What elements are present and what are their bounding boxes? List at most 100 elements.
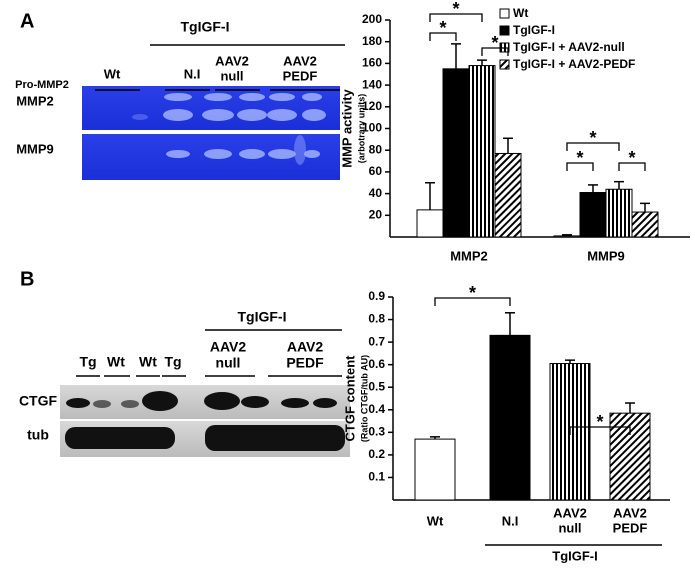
- significance: *: [452, 0, 459, 19]
- y-tick-label: 0.4: [368, 402, 385, 416]
- bracket: [569, 426, 631, 435]
- lane-label: Wt: [104, 66, 121, 81]
- lane-label: AAV2: [215, 53, 249, 68]
- significance: *: [439, 18, 446, 38]
- bracket: [429, 13, 483, 22]
- bracket: [481, 47, 509, 56]
- bar: [414, 438, 456, 501]
- bracket: [429, 32, 457, 41]
- y-tick-label: 160: [362, 56, 382, 70]
- y-tick-label: 0.8: [368, 312, 385, 326]
- x-tick-label: Wt: [427, 513, 444, 528]
- legend-label: TgIGF-I: [513, 23, 555, 37]
- significance: *: [469, 283, 476, 303]
- y-axis-label: MMP activity: [339, 88, 354, 167]
- bar: [494, 152, 522, 238]
- error-bar: [588, 184, 598, 193]
- significance: *: [628, 148, 635, 168]
- bracket: [434, 297, 511, 306]
- y-tick-label: 20: [369, 207, 383, 221]
- row-label: MMP2: [16, 93, 54, 108]
- bracket: [618, 162, 646, 171]
- error-bar: [625, 402, 635, 414]
- panel-label: B: [20, 268, 34, 290]
- error-bar: [425, 182, 435, 210]
- legend-label: Wt: [513, 6, 528, 20]
- row-label: MMP9: [16, 141, 54, 156]
- y-tick-label: 0.6: [368, 357, 385, 371]
- y-tick-label: 180: [362, 34, 382, 48]
- y-tick-label: 0.1: [368, 470, 385, 484]
- bar: [605, 188, 633, 238]
- y-tick-label: 100: [362, 121, 382, 135]
- significance: *: [596, 412, 603, 432]
- legend-label: TgIGF-I + AAV2-PEDF: [513, 57, 635, 71]
- bar: [553, 235, 581, 238]
- error-bar: [640, 202, 650, 213]
- gel-a: [82, 86, 340, 180]
- legend-swatch: [499, 59, 510, 70]
- x-tick-label: null: [558, 520, 581, 535]
- row-label: Pro-MMP2: [15, 79, 69, 91]
- lane-label: Tg: [79, 354, 96, 370]
- lane-label: AAV2: [283, 53, 317, 68]
- lane-label: Wt: [139, 354, 157, 370]
- lane-label: null: [216, 355, 241, 371]
- lane-label: N.I: [184, 66, 201, 81]
- x-tick-label: AAV2: [553, 505, 587, 520]
- lane-label: PEDF: [283, 68, 318, 83]
- lane-label: null: [220, 68, 243, 83]
- legend-swatch: [499, 8, 510, 19]
- significance: *: [576, 148, 583, 168]
- bar: [416, 209, 444, 238]
- y-tick-label: 0.2: [368, 447, 385, 461]
- x-tick-label: AAV2: [613, 505, 647, 520]
- film-b: [60, 385, 350, 457]
- row-label: tub: [27, 427, 49, 443]
- significance: *: [589, 128, 596, 148]
- panel-label: A: [20, 10, 34, 32]
- y-axis-sublabel: (Ratio CTGF/tub AU): [359, 355, 369, 442]
- error-bar: [503, 137, 513, 154]
- group-label: TgIGF-I: [238, 309, 287, 325]
- bar: [489, 334, 531, 501]
- x-tick-label: N.I: [502, 513, 519, 528]
- y-tick-label: 80: [369, 142, 383, 156]
- significance: *: [491, 33, 498, 53]
- y-tick-label: 0.7: [368, 334, 385, 348]
- y-tick-label: 0.3: [368, 425, 385, 439]
- bar: [631, 211, 659, 238]
- bar: [609, 412, 651, 501]
- y-tick-label: 40: [369, 186, 383, 200]
- error-bar: [505, 312, 515, 336]
- row-label: CTGF: [19, 393, 58, 409]
- bar: [442, 68, 470, 238]
- error-bar: [562, 234, 572, 236]
- error-bar: [430, 436, 440, 440]
- error-bar: [565, 359, 575, 364]
- bar: [579, 192, 607, 238]
- y-tick-label: 140: [362, 77, 382, 91]
- y-axis-sublabel: (arbotrary units): [356, 94, 366, 164]
- error-bar: [451, 43, 461, 69]
- y-tick-label: 120: [362, 99, 382, 113]
- bracket: [566, 142, 620, 151]
- lane-label: AAV2: [210, 339, 247, 355]
- x-tick-label: MMP9: [587, 248, 625, 263]
- y-tick-label: 60: [369, 164, 383, 178]
- lane-label: Tg: [164, 354, 181, 370]
- lane-label: PEDF: [286, 355, 324, 371]
- bracket: [566, 162, 594, 171]
- x-tick-label: MMP2: [450, 248, 488, 263]
- legend-label: TgIGF-I + AAV2-null: [513, 40, 625, 54]
- legend-swatch: [499, 25, 510, 36]
- x-tick-label: PEDF: [613, 520, 648, 535]
- error-bar: [614, 180, 624, 190]
- lane-label: Wt: [107, 354, 125, 370]
- group-label: TgIGF-I: [181, 19, 230, 35]
- lane-label: AAV2: [287, 339, 324, 355]
- y-tick-label: 0.9: [368, 289, 385, 303]
- y-axis-label: CTGF content: [342, 355, 357, 442]
- error-bar: [477, 59, 487, 66]
